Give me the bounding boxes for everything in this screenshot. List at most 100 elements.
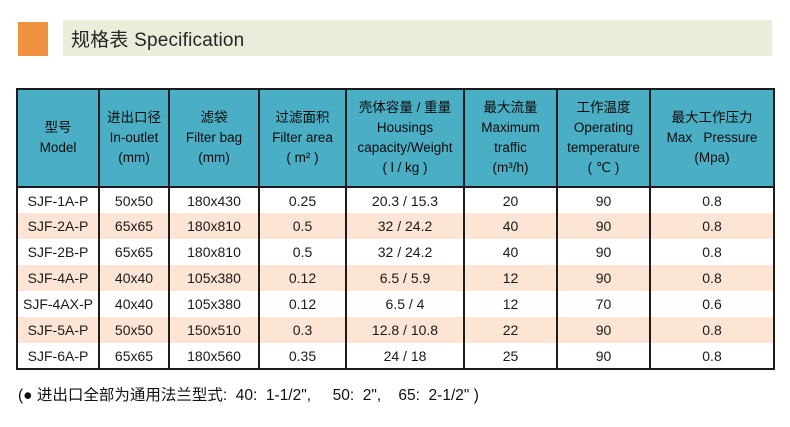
column-header-line: 最大工作压力 — [671, 109, 753, 125]
column-header-line: Filter area — [272, 129, 333, 145]
table-cell: 0.8 — [649, 187, 775, 213]
table-row: SJF-2A-P 65x65 180x810 0.5 32 / 24.2 40 90 0.8 — [16, 213, 775, 239]
column-header: 进出口径 In-outlet (mm) — [98, 88, 170, 188]
column-header-line: 进出口径 — [107, 109, 161, 125]
table-cell: 50x50 — [98, 317, 170, 343]
column-header: 最大流量 Maximum traffic (m³/h) — [463, 88, 558, 188]
table-cell: 90 — [556, 213, 651, 239]
table-cell: 90 — [556, 187, 651, 213]
table-cell: 180x810 — [168, 213, 260, 239]
table-row: SJF-4A-P 40x40 105x380 0.12 6.5 / 5.9 12 90 0.8 — [16, 265, 775, 291]
table-cell: 24 / 18 — [345, 343, 465, 369]
column-header-line: ( m² ) — [286, 150, 319, 166]
table-cell: SJF-6A-P — [16, 343, 100, 369]
column-header-line: Housings — [376, 119, 434, 135]
column-header-line: Filter bag — [185, 129, 243, 145]
column-header-line: 滤袋 — [200, 109, 228, 125]
table-cell: 0.12 — [258, 265, 347, 291]
table-cell: SJF-5A-P — [16, 317, 100, 343]
table-cell: 65x65 — [98, 239, 170, 265]
column-header-line: temperature — [567, 140, 640, 155]
table-cell: 12 — [463, 265, 558, 291]
table-cell: 180x560 — [168, 343, 260, 369]
column-header-line: ( ℃ ) — [587, 160, 620, 176]
table-cell: 40 — [463, 213, 558, 239]
column-header-line: (Mpa) — [694, 150, 730, 166]
orange-bullet-square — [18, 22, 48, 56]
table-cell: 20 — [463, 187, 558, 213]
table-body: SJF-1A-P 50x50 180x430 0.25 20.3 / 15.3 20 90 0… — [16, 187, 775, 369]
table-cell: 6.5 / 5.9 — [345, 265, 465, 291]
table-cell: 180x430 — [168, 187, 260, 213]
table-cell: 40x40 — [98, 291, 170, 317]
table-cell: 150x510 — [168, 317, 260, 343]
table-cell: 6.5 / 4 — [345, 291, 465, 317]
table-cell: 90 — [556, 239, 651, 265]
table-cell: 12 — [463, 291, 558, 317]
column-header-line: capacity/Weight — [357, 140, 453, 155]
table-cell: 0.3 — [258, 317, 347, 343]
table-cell: 90 — [556, 343, 651, 369]
table-cell: 32 / 24.2 — [345, 213, 465, 239]
table-cell: SJF-1A-P — [16, 187, 100, 213]
table-cell: 0.8 — [649, 213, 775, 239]
column-header-line: (m³/h) — [492, 160, 529, 176]
title-bar: 规格表 Specification — [63, 20, 772, 56]
table-cell: 90 — [556, 317, 651, 343]
table-cell: 70 — [556, 291, 651, 317]
table-row: SJF-1A-P 50x50 180x430 0.25 20.3 / 15.3 20 90 0… — [16, 187, 775, 213]
column-header-line: Max Pressure — [666, 129, 758, 145]
column-header: 壳体容量 / 重量 Housings capacity/Weight ( l / kg… — [345, 88, 465, 188]
column-header: 过滤面积 Filter area ( m² ) — [258, 88, 347, 188]
column-header: 工作温度 Operating temperature ( ℃ ) — [556, 88, 651, 188]
page-title-row: 规格表 Specification — [18, 20, 772, 56]
column-header-line: 型号 — [44, 119, 72, 135]
table-cell: 20.3 / 15.3 — [345, 187, 465, 213]
table-cell: 25 — [463, 343, 558, 369]
table-cell: 50x50 — [98, 187, 170, 213]
table-cell: 0.8 — [649, 239, 775, 265]
column-header-line: 壳体容量 / 重量 — [358, 99, 452, 115]
table-cell: 12.8 / 10.8 — [345, 317, 465, 343]
table-cell: SJF-4A-P — [16, 265, 100, 291]
table-row: SJF-5A-P 50x50 150x510 0.3 12.8 / 10.8 22 90 0.… — [16, 317, 775, 343]
table-cell: 65x65 — [98, 343, 170, 369]
table-cell: SJF-2B-P — [16, 239, 100, 265]
specification-table: 型号 Model 进出口径 In-outlet (mm) 滤袋 Filter bag (mm)… — [16, 88, 775, 370]
table-cell: 105x380 — [168, 265, 260, 291]
table-cell: SJF-2A-P — [16, 213, 100, 239]
table-cell: 65x65 — [98, 213, 170, 239]
header-row: 型号 Model 进出口径 In-outlet (mm) 滤袋 Filter bag (mm)… — [16, 88, 775, 188]
table-cell: 40 — [463, 239, 558, 265]
column-header-line: Maximum — [481, 119, 540, 135]
table-cell: 0.5 — [258, 239, 347, 265]
table-cell: 180x810 — [168, 239, 260, 265]
column-header-line: 工作温度 — [576, 99, 631, 115]
table-cell: 0.8 — [649, 343, 775, 369]
column-header-line: 最大流量 — [483, 99, 538, 115]
table-cell: 0.35 — [258, 343, 347, 369]
table-header: 型号 Model 进出口径 In-outlet (mm) 滤袋 Filter bag (mm)… — [16, 88, 775, 188]
table-cell: 0.25 — [258, 187, 347, 213]
table-cell: 90 — [556, 265, 651, 291]
column-header: 滤袋 Filter bag (mm) — [168, 88, 260, 188]
table-cell: SJF-4AX-P — [16, 291, 100, 317]
table-row: SJF-2B-P 65x65 180x810 0.5 32 / 24.2 40 90 0.8 — [16, 239, 775, 265]
column-header-line: 过滤面积 — [275, 109, 330, 125]
table-row: SJF-4AX-P 40x40 105x380 0.12 6.5 / 4 12 70 0.6 — [16, 291, 775, 317]
column-header: 型号 Model — [16, 88, 100, 188]
table-cell: 0.12 — [258, 291, 347, 317]
table-cell: 40x40 — [98, 265, 170, 291]
table-cell: 32 / 24.2 — [345, 239, 465, 265]
table-cell: 0.6 — [649, 291, 775, 317]
column-header-line: In-outlet — [109, 129, 159, 145]
column-header-line: (mm) — [198, 150, 230, 166]
table-cell: 0.5 — [258, 213, 347, 239]
column-header: 最大工作压力 Max Pressure (Mpa) — [649, 88, 775, 188]
table-row: SJF-6A-P 65x65 180x560 0.35 24 / 18 25 90 0.8 — [16, 343, 775, 369]
column-header-line: ( l / kg ) — [382, 160, 428, 176]
column-header-line: (mm) — [118, 150, 150, 166]
column-header-line: Model — [39, 140, 77, 155]
table-cell: 0.8 — [649, 265, 775, 291]
